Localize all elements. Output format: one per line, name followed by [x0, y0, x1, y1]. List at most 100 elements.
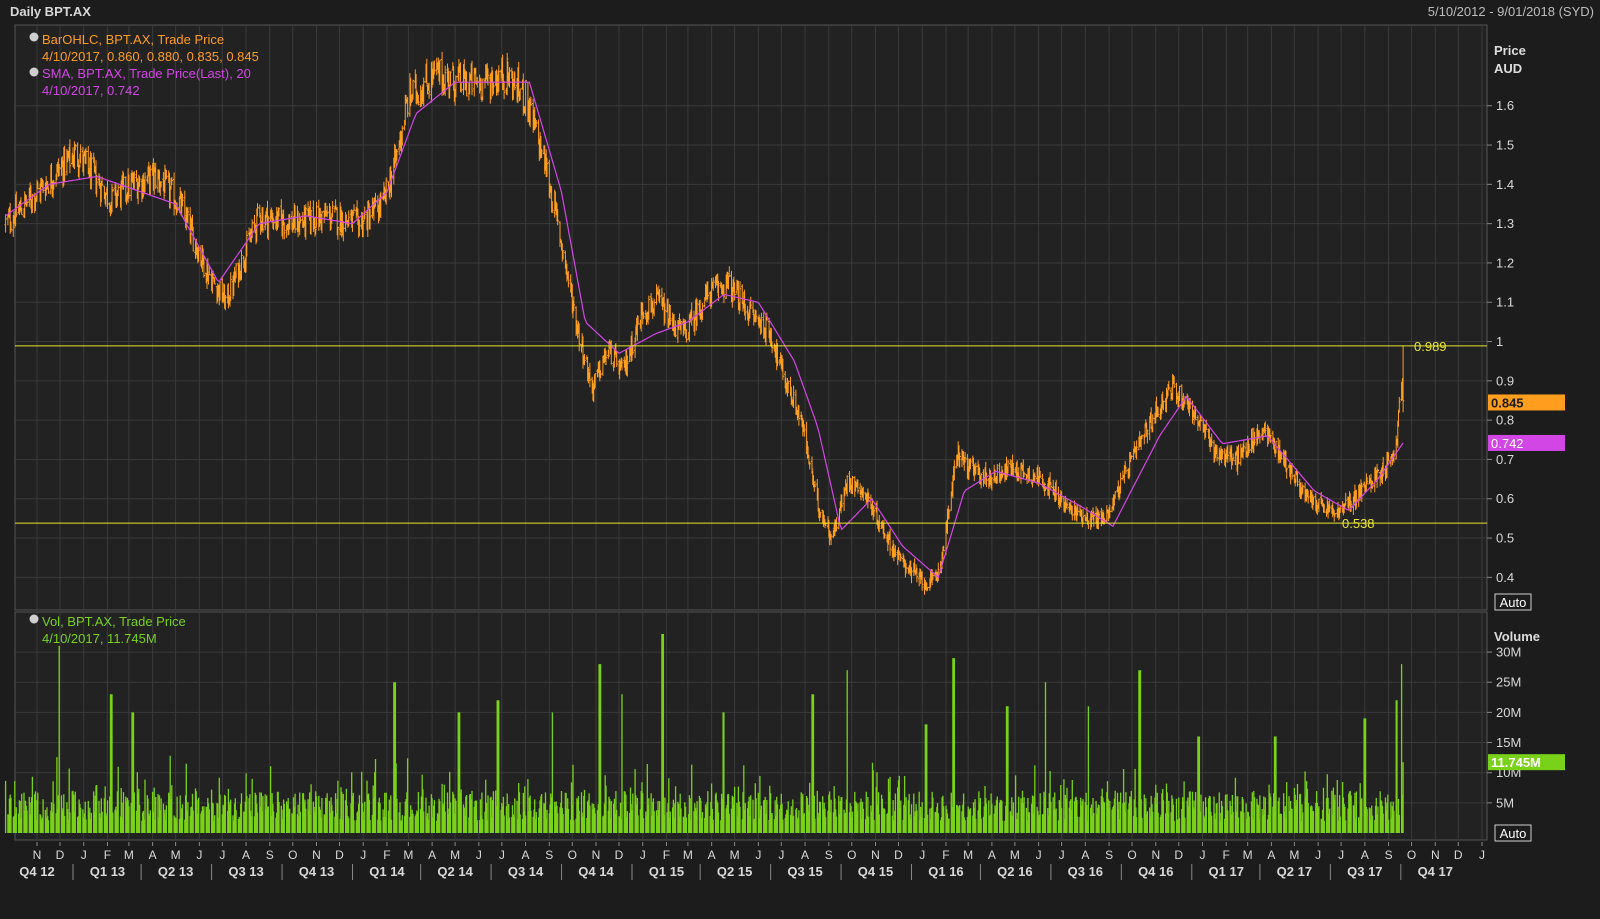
month-label: A: [801, 848, 809, 862]
month-label: F: [663, 848, 670, 862]
month-label: M: [1010, 848, 1020, 862]
month-label: D: [615, 848, 624, 862]
price-tick-label: 0.5: [1496, 531, 1514, 546]
month-label: A: [708, 848, 716, 862]
volume-auto-label: Auto: [1500, 826, 1527, 841]
month-label: J: [81, 848, 87, 862]
month-label: M: [124, 848, 134, 862]
last-volume-label: 11.745M: [1491, 755, 1541, 770]
month-label: O: [1127, 848, 1136, 862]
volume-series: [4, 634, 1404, 833]
date-range: 5/10/2012 - 9/01/2018 (SYD): [1427, 4, 1594, 19]
month-label: M: [403, 848, 413, 862]
month-label: J: [219, 848, 225, 862]
month-label: N: [312, 848, 321, 862]
month-label: S: [266, 848, 274, 862]
volume-tick-label: 30M: [1496, 645, 1521, 660]
last-sma-label: 0.742: [1491, 436, 1524, 451]
month-label: N: [871, 848, 880, 862]
month-label: J: [1036, 848, 1042, 862]
month-label: N: [1431, 848, 1440, 862]
month-label: D: [1174, 848, 1183, 862]
price-tick-label: 1.1: [1496, 295, 1514, 310]
month-label: D: [335, 848, 344, 862]
month-label: A: [1361, 848, 1369, 862]
price-tick-label: 1.5: [1496, 138, 1514, 153]
sma-legend-values: 4/10/2017, 0.742: [42, 83, 140, 98]
sma-legend-title: SMA, BPT.AX, Trade Price(Last), 20: [42, 66, 251, 81]
month-label: M: [171, 848, 181, 862]
price-tick-label: 0.7: [1496, 452, 1514, 467]
month-label: S: [1105, 848, 1113, 862]
volume-bars: [4, 634, 1404, 833]
ohlc-legend-toggle-icon[interactable]: [29, 32, 39, 42]
sma-line: [5, 81, 1404, 579]
quarter-label: Q4 14: [578, 864, 614, 879]
price-tick-label: 0.4: [1496, 570, 1514, 585]
x-axis-band: [15, 842, 1487, 882]
horizontal-lines: [15, 345, 1487, 524]
price-panel: [14, 24, 1488, 611]
volume-tick-label: 20M: [1496, 705, 1521, 720]
price-axis-title: Price: [1494, 43, 1526, 58]
month-label: J: [1479, 848, 1485, 862]
price-tick-label: 0.9: [1496, 373, 1514, 388]
last-sma-badge: 0.742: [1488, 434, 1565, 451]
month-label: M: [730, 848, 740, 862]
hline-low-label: 0.538: [1342, 516, 1375, 531]
last-volume-badge: 11.745M: [1488, 754, 1565, 771]
volume-tick-label: 15M: [1496, 735, 1521, 750]
month-label: O: [1407, 848, 1416, 862]
price-tick-label: 1.3: [1496, 216, 1514, 231]
quarter-label: Q1 14: [369, 864, 405, 879]
volume-auto-button[interactable]: Auto: [1494, 824, 1532, 842]
quarter-label: Q3 17: [1347, 864, 1382, 879]
vol-legend-toggle-icon[interactable]: [29, 614, 39, 624]
ohlc-legend-values: 4/10/2017, 0.860, 0.880, 0.835, 0.845: [42, 49, 259, 64]
month-label: N: [33, 848, 42, 862]
month-label: J: [1315, 848, 1321, 862]
month-label: J: [476, 848, 482, 862]
quarter-label: Q2 15: [717, 864, 752, 879]
vol-legend-title: Vol, BPT.AX, Trade Price: [42, 614, 186, 629]
volume-tick-label: 5M: [1496, 795, 1514, 810]
month-label: J: [919, 848, 925, 862]
month-label: F: [1223, 848, 1230, 862]
month-label: F: [104, 848, 111, 862]
month-label: D: [1454, 848, 1463, 862]
month-label: J: [499, 848, 505, 862]
volume-axis-title: Volume: [1494, 629, 1540, 644]
month-label: A: [522, 848, 530, 862]
ohlc-legend-title: BarOHLC, BPT.AX, Trade Price: [42, 32, 224, 47]
month-label: D: [56, 848, 65, 862]
last-price-label: 0.845: [1491, 395, 1524, 410]
month-label: J: [1199, 848, 1205, 862]
month-label: N: [1151, 848, 1160, 862]
month-label: O: [568, 848, 577, 862]
quarter-label: Q3 14: [508, 864, 544, 879]
price-auto-button[interactable]: Auto: [1494, 593, 1532, 611]
last-price-badge: 0.845: [1488, 394, 1565, 411]
hline-high-label: 0.989: [1414, 339, 1447, 354]
month-label: S: [1385, 848, 1393, 862]
price-tick-label: 1.4: [1496, 177, 1514, 192]
price-axis: 0.4 0.5 0.6 0.7 0.8 0.9 1 1.1 1.2 1.3 1.4 1.5 1.6: [1487, 98, 1514, 585]
month-label: J: [1059, 848, 1065, 862]
ohlc-series: [4, 51, 1405, 595]
sma-legend-toggle-icon[interactable]: [29, 67, 39, 77]
quarter-label: Q2 14: [437, 864, 473, 879]
quarter-label: Q4 17: [1418, 864, 1453, 879]
quarter-label: Q3 16: [1068, 864, 1103, 879]
month-label: J: [196, 848, 202, 862]
price-bars: [4, 51, 1405, 595]
quarter-label: Q1 17: [1209, 864, 1244, 879]
price-tick-label: 1: [1496, 334, 1503, 349]
month-label: J: [778, 848, 784, 862]
quarter-label: Q4 16: [1138, 864, 1173, 879]
month-label: S: [545, 848, 553, 862]
month-label: J: [1338, 848, 1344, 862]
month-label: F: [383, 848, 390, 862]
